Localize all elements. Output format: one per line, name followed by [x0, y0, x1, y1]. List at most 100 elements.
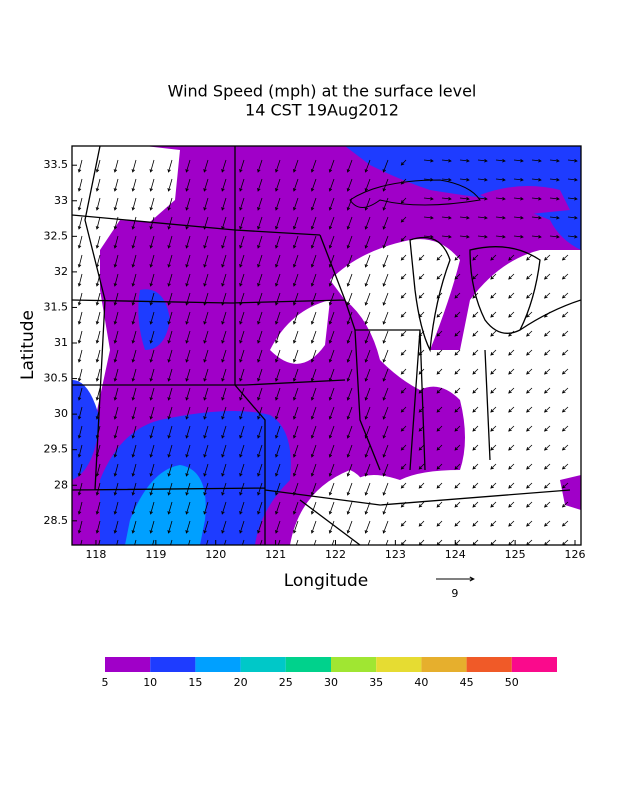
wind-arrow	[346, 406, 353, 420]
wind-arrow	[364, 482, 371, 496]
wind-arrow	[292, 216, 299, 230]
wind-arrow	[328, 463, 335, 477]
wind-arrow	[113, 520, 119, 534]
wind-arrow	[239, 463, 245, 477]
wind-arrow	[185, 235, 191, 249]
wind-arrow	[275, 178, 281, 192]
wind-arrow	[346, 387, 353, 401]
wind-arrow	[472, 368, 479, 375]
wind-arrow	[513, 215, 524, 220]
wind-arrow	[167, 330, 173, 344]
wind-arrow	[400, 444, 407, 451]
wind-arrow	[185, 311, 191, 325]
wind-arrow	[328, 178, 335, 192]
wind-arrow	[472, 273, 479, 280]
wind-arrow	[328, 482, 335, 496]
wind-arrow	[364, 273, 371, 287]
wind-arrow	[328, 159, 335, 173]
wind-arrow	[257, 330, 263, 344]
wind-arrow	[275, 463, 281, 477]
wind-arrow	[292, 178, 299, 192]
wind-arrow	[257, 387, 263, 401]
wind-arrow	[441, 215, 452, 220]
wind-arrow	[275, 482, 281, 496]
wind-arrow	[77, 501, 83, 515]
wind-arrow	[382, 216, 389, 230]
wind-arrow	[95, 159, 101, 173]
wind-arrow	[95, 349, 101, 363]
wind-arrow	[257, 178, 263, 192]
wind-arrow	[77, 330, 83, 344]
wind-arrow	[167, 235, 173, 249]
wind-arrow	[328, 197, 335, 211]
wind-arrow	[531, 158, 542, 163]
y-axis-label: Latitude	[18, 310, 38, 380]
wind-arrow	[346, 254, 353, 268]
wind-arrow	[131, 425, 137, 439]
wind-arrow	[131, 368, 137, 382]
wind-arrow	[257, 292, 263, 306]
wind-arrow	[400, 425, 407, 432]
wind-arrow	[543, 482, 551, 489]
wind-arrow	[567, 215, 578, 220]
wind-arrow	[543, 463, 551, 470]
wind-arrow	[310, 216, 317, 230]
wind-arrow	[77, 463, 83, 477]
wind-arrow	[346, 197, 353, 211]
wind-arrow	[346, 159, 353, 173]
wind-arrow	[77, 159, 83, 173]
colorbar-box	[195, 657, 241, 672]
wind-arrow	[561, 482, 569, 489]
wind-arrow	[477, 196, 488, 201]
wind-arrow	[508, 463, 515, 470]
wind-arrow	[441, 196, 452, 201]
wind-arrow	[203, 501, 209, 515]
wind-arrow	[346, 501, 353, 515]
wind-arrow	[95, 501, 101, 515]
wind-arrow	[508, 425, 515, 432]
colorbar-box	[240, 657, 286, 672]
wind-arrow	[561, 501, 569, 508]
wind-arrow	[131, 387, 137, 401]
colorbar-box	[285, 657, 331, 672]
wind-arrow	[77, 368, 83, 382]
wind-arrow	[167, 463, 173, 477]
wind-arrow	[400, 406, 407, 413]
wind-arrow	[131, 254, 137, 268]
wind-arrow	[495, 234, 506, 239]
wind-arrow	[526, 273, 533, 280]
wind-arrow	[436, 368, 443, 375]
wind-arrow	[275, 311, 281, 325]
wind-arrow	[131, 216, 137, 230]
wind-arrow	[346, 330, 353, 344]
wind-arrow	[567, 196, 578, 201]
wind-arrow	[224, 539, 227, 545]
x-tick-label: 125	[505, 548, 526, 561]
wind-arrow	[549, 177, 560, 182]
wind-arrow	[382, 368, 389, 382]
wind-arrow	[206, 539, 209, 545]
wind-arrow	[310, 330, 317, 344]
wind-arrow	[113, 349, 119, 363]
wind-arrow	[543, 387, 551, 394]
wind-arrow	[490, 330, 497, 337]
wind-arrow	[188, 539, 191, 545]
wind-arrow	[185, 368, 191, 382]
wind-arrow	[167, 444, 173, 458]
wind-arrow	[221, 178, 227, 192]
wind-arrow	[400, 482, 407, 489]
wind-arrow	[364, 159, 371, 173]
wind-arrow	[490, 406, 497, 413]
wind-arrow	[149, 387, 155, 401]
wind-arrow	[239, 330, 245, 344]
wind-arrow	[257, 273, 263, 287]
wind-arrow	[310, 520, 317, 534]
wind-arrow	[167, 387, 173, 401]
y-tick-label: 32.5	[44, 229, 69, 242]
wind-arrow	[292, 444, 299, 458]
wind-arrow	[239, 216, 245, 230]
wind-arrow	[95, 235, 101, 249]
wind-arrow	[454, 501, 461, 508]
wind-arrow	[567, 158, 578, 163]
